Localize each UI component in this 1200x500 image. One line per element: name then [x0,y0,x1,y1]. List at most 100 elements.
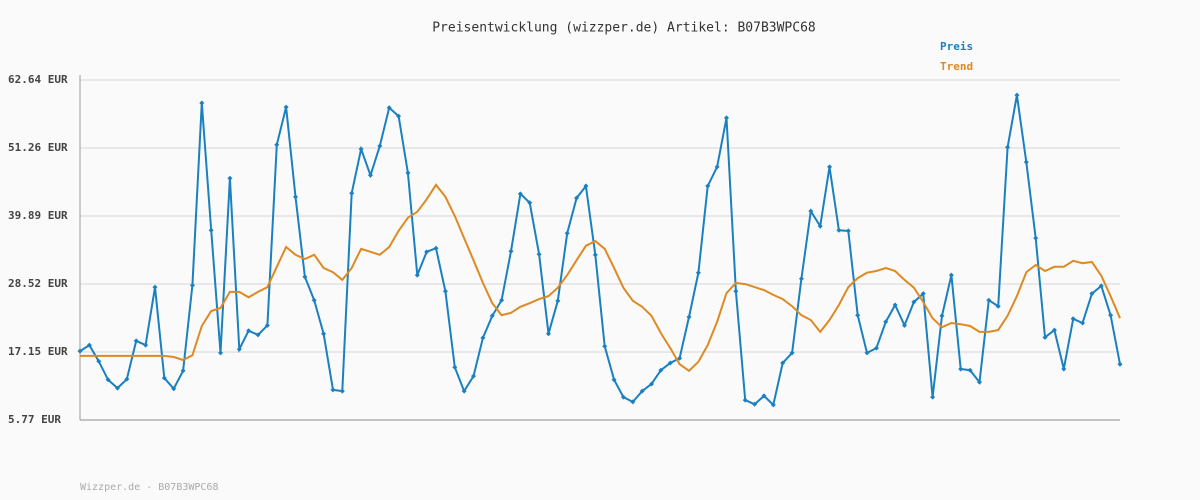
point-marker [873,345,879,351]
point-marker [902,322,908,328]
point-marker [321,331,327,337]
point-marker [939,313,945,319]
point-marker [218,350,224,356]
point-marker [86,342,92,348]
point-marker [1061,366,1067,372]
point-marker [143,342,149,348]
point-marker [124,376,130,382]
y-tick-label: 28.52 EUR [8,277,68,290]
point-marker [714,164,720,170]
point-marker [686,314,692,320]
y-tick-label: 39.89 EUR [8,209,68,222]
point-marker [1070,316,1076,322]
point-marker [695,270,701,276]
point-marker [442,288,448,294]
point-marker [517,191,523,197]
point-marker [705,183,711,189]
point-marker [592,252,598,258]
point-marker [133,338,139,344]
point-marker [761,393,767,399]
point-marker [330,387,336,393]
point-marker [911,299,917,305]
point-marker [639,388,645,394]
point-marker [489,313,495,319]
point-marker [236,346,242,352]
point-marker [1005,144,1011,150]
point-marker [1117,361,1123,367]
point-marker [1108,312,1114,318]
footer: Wizzper.de - B07B3WPC68 [80,482,218,493]
point-marker [555,298,561,304]
point-marker [742,397,748,403]
series-line [79,95,1121,407]
point-marker [461,388,467,394]
point-marker [396,113,402,119]
point-marker [583,183,589,189]
point-marker [152,284,158,290]
point-marker [367,172,373,178]
point-marker [199,100,205,106]
point-marker [471,373,477,379]
point-marker [958,366,964,372]
point-marker [883,319,889,325]
point-marker [611,377,617,383]
point-marker [649,381,655,387]
point-marker [339,388,345,394]
point-marker [358,146,364,152]
point-marker [817,223,823,229]
point-marker [292,194,298,200]
chart-title: Preisentwicklung (wizzper.de) Artikel: B… [432,21,816,36]
point-marker [864,350,870,356]
point-marker [855,312,861,318]
point-marker [845,228,851,234]
point-marker [808,208,814,214]
point-marker [433,245,439,251]
point-marker [377,143,383,149]
point-marker [536,251,542,257]
point-marker [1098,283,1104,289]
point-marker [77,348,83,354]
point-marker [1014,92,1020,98]
y-tick-label: 62.64 EUR [8,73,68,86]
point-marker [1051,327,1057,333]
point-marker [349,190,355,196]
point-marker [986,297,992,303]
point-marker [630,399,636,405]
point-marker [733,288,739,294]
point-marker [283,104,289,110]
y-tick-label: 51.26 EUR [8,141,68,154]
point-marker [424,249,430,255]
point-marker [658,367,664,373]
point-marker [780,360,786,366]
point-marker [967,367,973,373]
point-marker [96,358,102,364]
point-marker [602,343,608,349]
point-marker [189,282,195,288]
point-marker [274,142,280,148]
point-marker [836,227,842,233]
point-marker [302,274,308,280]
point-marker [1080,320,1086,326]
y-tick-label: 17.15 EUR [8,345,68,358]
point-marker [1023,159,1029,165]
point-marker [770,402,776,408]
point-marker [255,332,261,338]
point-marker [1042,334,1048,340]
legend-label: Trend [940,60,973,73]
point-marker [161,375,167,381]
point-marker [752,401,758,407]
point-marker [976,379,982,385]
point-marker [545,331,551,337]
point-marker [414,272,420,278]
point-marker [1033,235,1039,241]
point-marker [564,230,570,236]
series-line [80,183,1121,373]
y-tick-label: 5.77 EUR [8,413,61,426]
point-marker [227,175,233,181]
point-marker [527,200,533,206]
point-marker [180,368,186,374]
point-marker [948,272,954,278]
point-marker [620,394,626,400]
point-marker [386,105,392,111]
